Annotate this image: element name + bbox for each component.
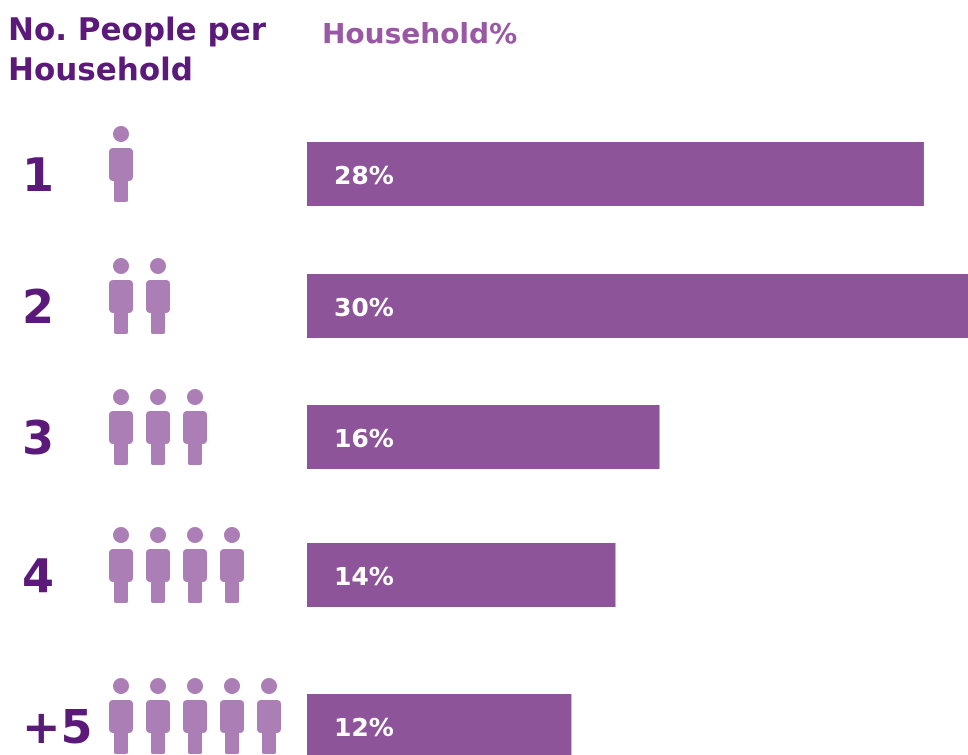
person-icon — [220, 678, 244, 754]
bar — [307, 543, 616, 607]
category-label: 2 — [22, 280, 54, 334]
data-label: 12% — [334, 713, 394, 742]
data-label: 28% — [334, 161, 394, 190]
category-label: +5 — [22, 700, 93, 754]
value-axis-title: Household% — [322, 17, 518, 50]
person-icon — [183, 527, 207, 603]
category-label: 4 — [22, 549, 54, 603]
data-label: 16% — [334, 424, 394, 453]
person-icon — [183, 389, 207, 465]
person-icon — [109, 678, 133, 754]
data-label: 14% — [334, 562, 394, 591]
person-icon — [183, 678, 207, 754]
category-axis-title: No. People per Household — [8, 12, 266, 88]
person-icon — [146, 678, 170, 754]
bar — [307, 405, 660, 469]
category-label: 3 — [22, 411, 54, 465]
bar — [307, 694, 572, 755]
person-icon — [146, 527, 170, 603]
person-icon — [109, 527, 133, 603]
person-icon — [109, 126, 133, 202]
person-icon — [109, 258, 133, 334]
person-icon — [109, 389, 133, 465]
bar — [307, 142, 924, 206]
person-icon — [146, 389, 170, 465]
data-label: 30% — [334, 293, 394, 322]
bar — [307, 274, 968, 338]
person-icon — [220, 527, 244, 603]
person-icon — [257, 678, 281, 754]
category-label: 1 — [22, 148, 54, 202]
person-icon — [146, 258, 170, 334]
